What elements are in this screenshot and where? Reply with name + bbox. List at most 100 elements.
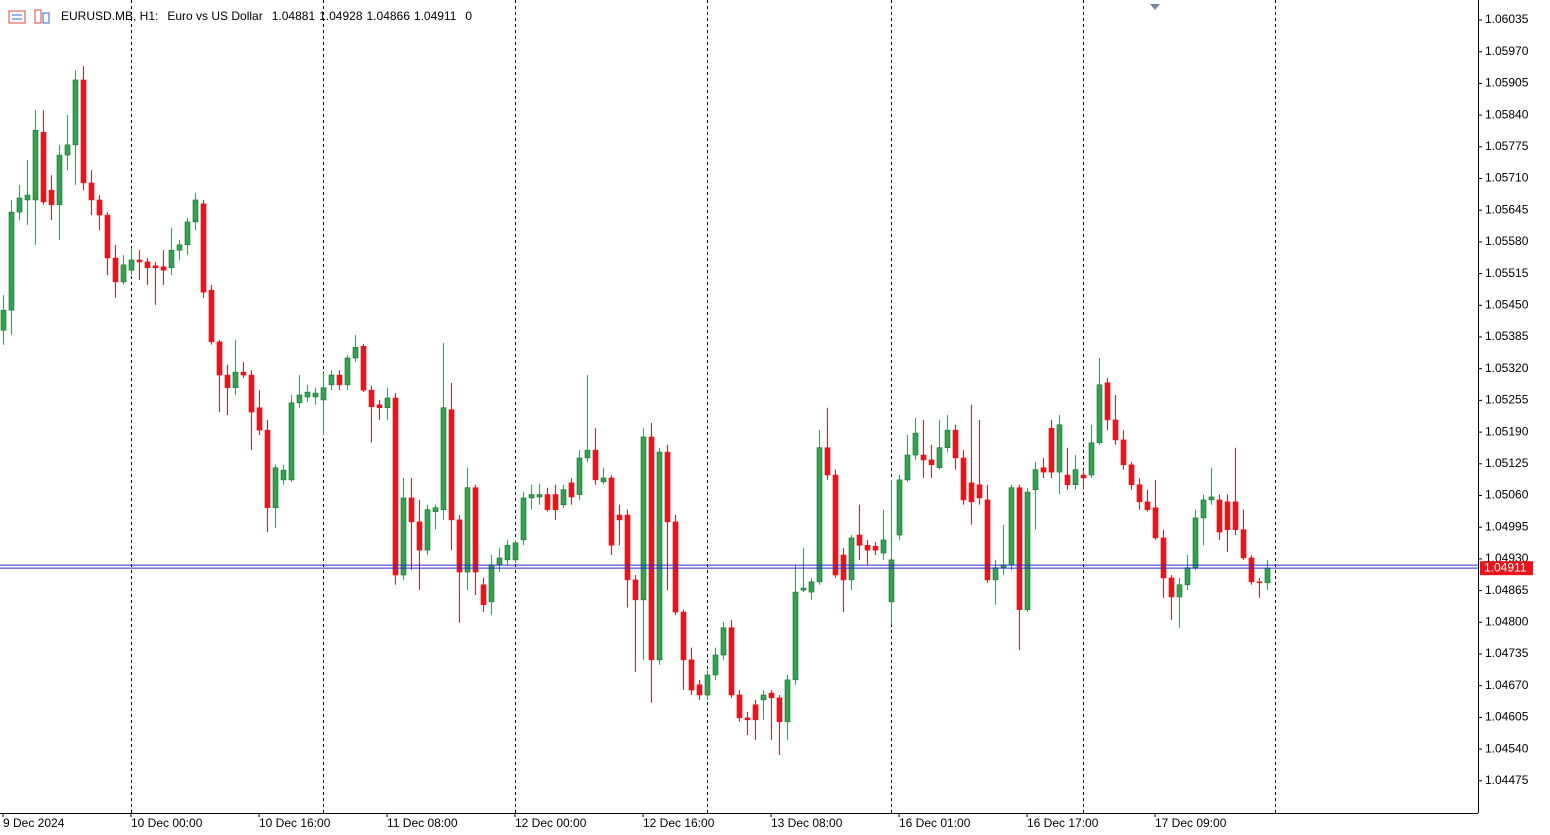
y-tick-label: 1.05580 xyxy=(1485,234,1529,248)
y-tick-label: 1.04670 xyxy=(1485,678,1529,692)
candle-body xyxy=(1128,464,1135,486)
candle-body xyxy=(504,544,511,561)
candle-body xyxy=(912,432,919,456)
candle-body xyxy=(112,257,119,283)
candle-body xyxy=(176,244,183,251)
candle-body xyxy=(424,509,431,551)
candle-body xyxy=(1136,484,1143,503)
y-tick-label: 1.04475 xyxy=(1485,773,1529,787)
candle-body xyxy=(1112,419,1119,441)
description: Euro vs US Dollar xyxy=(167,9,263,23)
candle-body xyxy=(752,704,759,721)
candle-body xyxy=(448,409,455,521)
candle-body xyxy=(1240,529,1247,559)
candle-body xyxy=(872,545,879,551)
candle-body xyxy=(1232,501,1239,530)
y-tick-label: 1.04605 xyxy=(1485,710,1529,724)
candle-body xyxy=(904,454,911,481)
candle-body xyxy=(1072,469,1079,486)
candle-body xyxy=(1104,382,1111,421)
candle-body xyxy=(456,519,463,573)
candle-body xyxy=(1032,469,1039,490)
candle-body xyxy=(1256,581,1263,584)
candle-body xyxy=(472,487,479,573)
candle-body xyxy=(200,203,207,293)
candle-body xyxy=(672,521,679,613)
candle-body xyxy=(16,197,23,213)
candle-body xyxy=(952,429,959,459)
candle-body xyxy=(304,391,311,398)
candle-body xyxy=(704,674,711,696)
candle-body xyxy=(280,469,287,481)
header-close: 1.04911 xyxy=(413,9,457,23)
candle-body xyxy=(720,627,727,656)
candle-body xyxy=(640,436,647,601)
y-tick-label: 1.05905 xyxy=(1485,76,1529,90)
candle-body xyxy=(680,611,687,661)
candle-body xyxy=(440,407,447,510)
y-tick-label: 1.05840 xyxy=(1485,107,1529,121)
candle-body xyxy=(944,429,951,449)
candle-body xyxy=(432,507,439,512)
candle-body xyxy=(1144,501,1151,510)
candle-body xyxy=(144,261,151,269)
candle-body xyxy=(232,371,239,389)
candle-body xyxy=(88,182,95,201)
candle-body xyxy=(688,659,695,691)
y-tick-label: 1.05125 xyxy=(1485,456,1529,470)
candle-body xyxy=(1192,517,1199,568)
candle-body xyxy=(552,494,559,510)
candle-body xyxy=(184,221,191,246)
y-tick-label: 1.04735 xyxy=(1485,646,1529,660)
y-tick-label: 1.05710 xyxy=(1485,171,1529,185)
candle-body xyxy=(600,477,607,483)
candle-body xyxy=(1048,427,1055,473)
candle-body xyxy=(792,591,799,681)
candle-body xyxy=(1184,567,1191,586)
y-tick-label: 1.04540 xyxy=(1485,741,1529,755)
candle-body xyxy=(992,567,999,581)
candle-body xyxy=(104,214,111,259)
x-tick-label: 11 Dec 08:00 xyxy=(387,816,458,830)
candle-body xyxy=(288,402,295,481)
candle-body xyxy=(824,447,831,476)
x-tick-label: 16 Dec 17:00 xyxy=(1027,816,1099,830)
price-label: 1.04911 xyxy=(1484,560,1527,574)
x-tick-label: 12 Dec 16:00 xyxy=(643,816,715,830)
candle-body xyxy=(616,514,623,521)
candle-body xyxy=(224,374,231,389)
candle-body xyxy=(488,564,495,603)
y-tick-label: 1.06035 xyxy=(1485,12,1529,26)
candle-body xyxy=(384,397,391,409)
shift-marker xyxy=(1150,4,1160,10)
candle-body xyxy=(400,497,407,576)
candle-body xyxy=(560,489,567,506)
candle-body xyxy=(520,497,527,541)
candle-body xyxy=(128,259,135,271)
candle-body xyxy=(608,477,615,546)
candle-body xyxy=(800,587,807,591)
candle-body xyxy=(880,539,887,554)
candle-body xyxy=(1016,487,1023,610)
chart-icon xyxy=(42,12,50,24)
candle-body xyxy=(376,404,383,409)
candle-body xyxy=(1056,424,1063,473)
candle-body xyxy=(1064,474,1071,486)
candle-body xyxy=(928,459,935,466)
header-open: 1.04881 xyxy=(271,9,316,23)
candle-body xyxy=(896,479,903,536)
candle-body xyxy=(656,451,663,661)
candle-body xyxy=(808,581,815,593)
candle-body xyxy=(776,697,783,723)
candle-body xyxy=(632,579,639,601)
y-tick-label: 1.05385 xyxy=(1485,329,1529,343)
x-tick-label: 17 Dec 09:00 xyxy=(1155,816,1227,830)
y-tick-label: 1.05970 xyxy=(1485,44,1529,58)
y-tick-label: 1.05255 xyxy=(1485,393,1529,407)
x-tick-label: 16 Dec 01:00 xyxy=(899,816,971,830)
candle-body xyxy=(352,346,359,359)
y-tick-label: 1.05450 xyxy=(1485,297,1529,311)
candle-body xyxy=(1096,384,1103,444)
